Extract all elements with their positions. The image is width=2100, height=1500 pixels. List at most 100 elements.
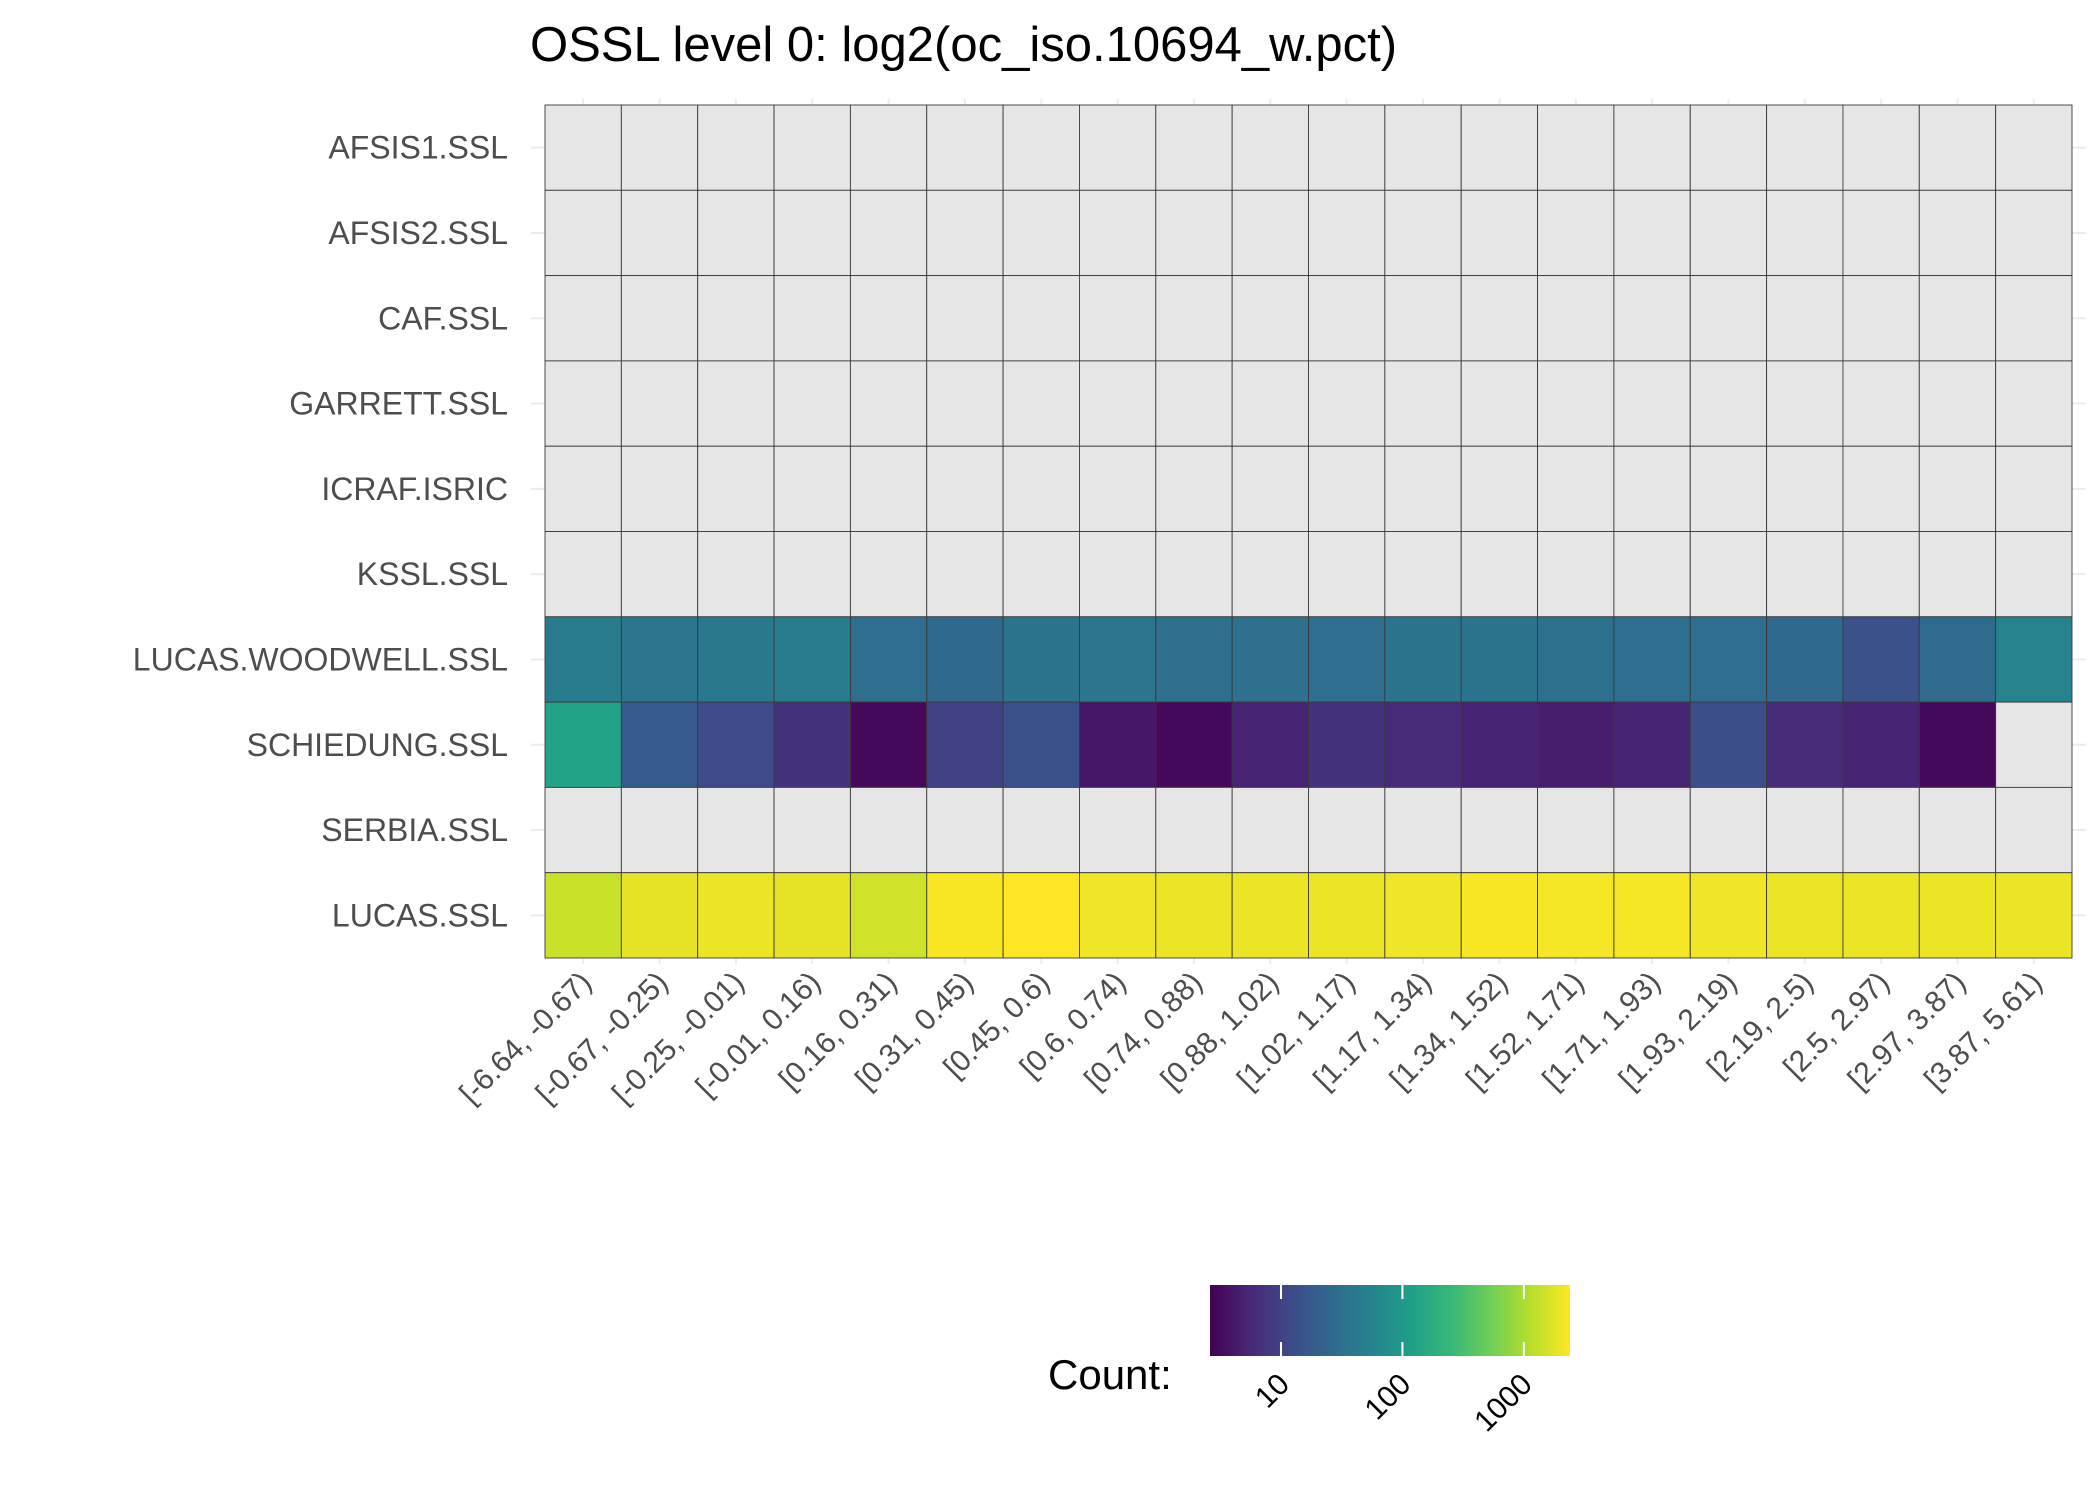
heatmap-cell	[1155, 616, 1233, 703]
heatmap-cell	[1308, 104, 1386, 191]
heatmap-cell	[1689, 275, 1768, 362]
y-tick-label: LUCAS.WOODWELL.SSL	[133, 641, 508, 677]
heatmap-cell	[773, 104, 851, 191]
heatmap-cell	[1537, 616, 1615, 703]
heatmap-cell	[1155, 189, 1233, 277]
heatmap-cell	[1460, 104, 1538, 191]
heatmap-cell	[773, 616, 851, 703]
y-tick-label: ICRAF.ISRIC	[321, 471, 508, 507]
heatmap-cell	[1918, 872, 1997, 959]
heatmap-cell	[1613, 786, 1691, 874]
heatmap-cell	[1384, 275, 1462, 362]
heatmap-cell	[1995, 189, 2073, 277]
heatmap-cell	[926, 616, 1004, 703]
heatmap-cell	[1766, 616, 1844, 703]
heatmap-cell	[1155, 275, 1233, 362]
legend-colorbar	[1210, 1285, 1570, 1356]
color-legend: Count: 10 100 1000	[1048, 1285, 1570, 1438]
heatmap-cell	[849, 872, 928, 959]
y-axis: AFSIS1.SSL AFSIS2.SSL CAF.SSL GARRETT.SSL IC…	[133, 130, 508, 934]
heatmap-cell	[697, 189, 775, 277]
heatmap-cell	[1155, 445, 1233, 532]
heatmap-cell	[1613, 104, 1691, 191]
heatmap-cell	[1918, 616, 1997, 703]
heatmap-cell	[1384, 701, 1462, 788]
heatmap-cell	[773, 275, 851, 362]
heatmap-cell	[1842, 786, 1920, 874]
heatmap-cell	[926, 445, 1004, 532]
heatmap-cell	[849, 701, 928, 788]
heatmap-cell	[1537, 275, 1615, 362]
heatmap-cell	[1995, 445, 2073, 532]
heatmap-cell	[1308, 701, 1386, 788]
heatmap-cell	[1689, 616, 1768, 703]
heatmap-cell	[620, 445, 699, 532]
heatmap-cell	[926, 701, 1004, 788]
heatmap-cell	[849, 786, 928, 874]
heatmap-cell	[773, 360, 851, 447]
heatmap-cell	[1766, 104, 1844, 191]
heatmap-cell	[1613, 445, 1691, 532]
heatmap-cell	[1460, 872, 1538, 959]
heatmap-cell	[1384, 189, 1462, 277]
heatmap-cell	[620, 189, 699, 277]
heatmap-cell	[1689, 104, 1768, 191]
heatmap-cell	[1842, 531, 1920, 618]
heatmap-cell	[1231, 189, 1309, 277]
heatmap-cell	[1689, 531, 1768, 618]
heatmap-cell	[1308, 786, 1386, 874]
heatmap-cell	[544, 104, 622, 191]
heatmap-cell	[849, 104, 928, 191]
heatmap-cell	[620, 872, 699, 959]
heatmap-cell	[1308, 531, 1386, 618]
heatmap-cell	[1918, 531, 1997, 618]
heatmap-cell	[773, 872, 851, 959]
heatmap-cell	[1918, 189, 1997, 277]
heatmap-cell	[1384, 786, 1462, 874]
heatmap-cell	[1995, 275, 2073, 362]
heatmap-cell	[1155, 872, 1233, 959]
heatmap-cell	[1766, 531, 1844, 618]
heatmap-cell	[1002, 275, 1080, 362]
heatmap-cell	[697, 531, 775, 618]
heatmap-cell	[1766, 872, 1844, 959]
heatmap-cell	[926, 104, 1004, 191]
heatmap-cell	[1308, 275, 1386, 362]
x-axis: [-6.64, -0.67)[-0.67, -0.25)[-0.25, -0.0…	[453, 966, 2048, 1111]
heatmap-cell	[1308, 872, 1386, 959]
heatmap-cell	[620, 701, 699, 788]
heatmap-cell	[1078, 531, 1157, 618]
heatmap-cell	[1002, 360, 1080, 447]
heatmap-cell	[926, 275, 1004, 362]
heatmap-cell	[544, 445, 622, 532]
heatmap-cell	[1002, 872, 1080, 959]
heatmap-cell	[1231, 104, 1309, 191]
heatmap-cell	[1155, 360, 1233, 447]
heatmap-cell	[1842, 872, 1920, 959]
heatmap-cell	[1231, 786, 1309, 874]
heatmap-cell	[1995, 360, 2073, 447]
heatmap-cell	[1995, 872, 2073, 959]
heatmap-cell	[1155, 104, 1233, 191]
heatmap-cell	[773, 786, 851, 874]
heatmap-cell	[1384, 616, 1462, 703]
heatmap-cell	[1995, 701, 2073, 788]
y-tick-label: KSSL.SSL	[357, 556, 508, 592]
heatmap-cell	[1002, 104, 1080, 191]
heatmap-cell	[620, 360, 699, 447]
heatmap-cell	[697, 786, 775, 874]
heatmap-cell	[1231, 360, 1309, 447]
heatmap-cell	[849, 445, 928, 532]
heatmap-cell	[1918, 701, 1997, 788]
heatmap-cell	[1613, 189, 1691, 277]
heatmap-cell	[620, 616, 699, 703]
heatmap-cell	[697, 701, 775, 788]
heatmap-cell	[849, 531, 928, 618]
heatmap-cell	[1918, 360, 1997, 447]
heatmap-cell	[697, 275, 775, 362]
x-tick-label: [-0.67, -0.25)	[530, 966, 675, 1111]
heatmap-cell	[1384, 531, 1462, 618]
heatmap-cell	[1384, 360, 1462, 447]
heatmap-cell	[1155, 701, 1233, 788]
heatmap-cell	[1002, 531, 1080, 618]
